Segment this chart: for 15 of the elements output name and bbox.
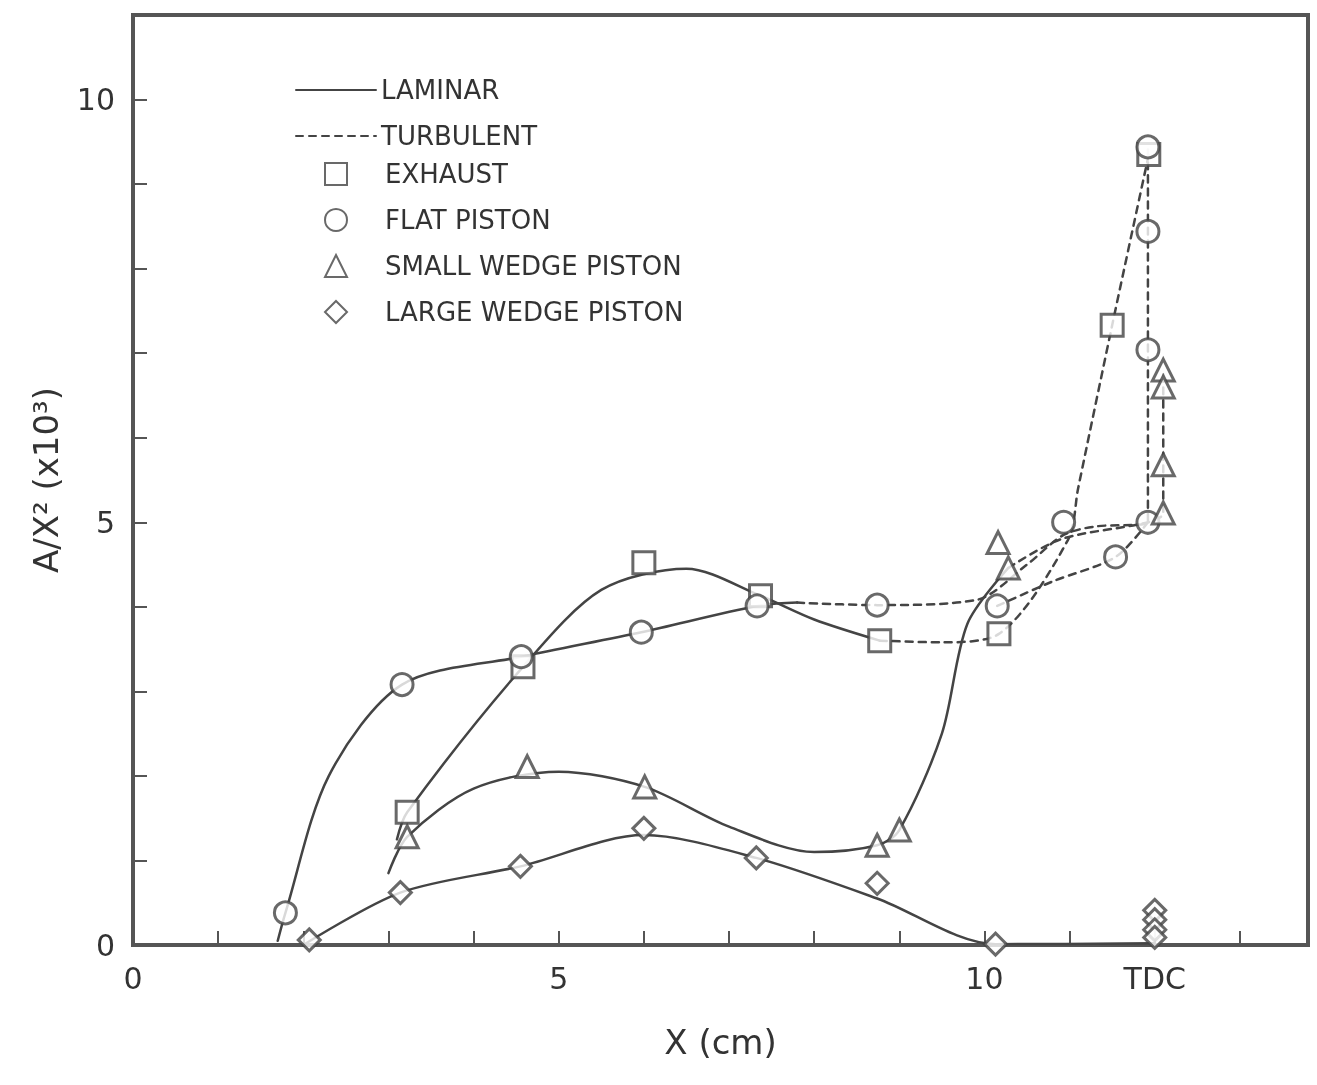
x-tick-label: TDC <box>1122 960 1186 996</box>
legend-label: SMALL WEDGE PISTON <box>385 251 682 281</box>
y-tick-label: 10 <box>76 82 115 118</box>
x-axis-title: X (cm) <box>664 1022 777 1062</box>
y-tick-label: 5 <box>95 504 115 540</box>
x-tick-label: 10 <box>965 960 1004 996</box>
legend-label: LARGE WEDGE PISTON <box>385 297 684 327</box>
y-axis-title: A/X² (x10³) <box>26 387 66 573</box>
x-tick-label: 0 <box>123 960 143 996</box>
legend-label: LAMINAR <box>381 75 500 105</box>
legend-label: EXHAUST <box>385 159 509 189</box>
y-tick-label: 0 <box>95 927 115 963</box>
legend-label: FLAT PISTON <box>385 205 551 235</box>
x-tick-label: 5 <box>549 960 569 996</box>
legend-label: TURBULENT <box>380 121 538 151</box>
